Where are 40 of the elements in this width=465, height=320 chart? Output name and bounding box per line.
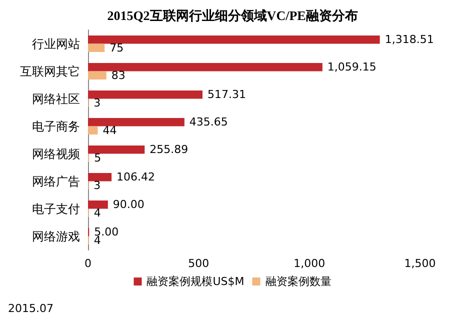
legend-label: 融资案例数量 xyxy=(265,275,332,288)
x-tick-label: 1,500 xyxy=(404,257,436,270)
y-tick-label: 网络社区 xyxy=(32,92,80,106)
data-label: 90.00 xyxy=(112,198,144,212)
x-tick-label: 0 xyxy=(84,257,92,270)
text: 2015.07 xyxy=(8,302,54,315)
data-label: 75 xyxy=(110,41,124,54)
data-label: 517.31 xyxy=(208,88,246,102)
bar xyxy=(88,36,380,44)
data-label: 4 xyxy=(94,206,101,220)
bar xyxy=(88,126,98,134)
chart-title: 2015Q2互联网行业细分领域VC/PE融资分布 xyxy=(107,8,358,23)
data-label: 44 xyxy=(102,124,117,137)
y-tick-label: 网络视频 xyxy=(32,146,80,161)
data-label: 3 xyxy=(94,96,101,110)
y-tick-label: 电子支付 xyxy=(32,202,80,216)
bar xyxy=(88,146,145,154)
data-label: 3 xyxy=(94,178,101,192)
y-tick-label: 互联网其它 xyxy=(20,64,80,78)
data-label: 435.65 xyxy=(189,116,228,129)
data-label: 106.42 xyxy=(116,170,156,184)
bar xyxy=(88,118,184,126)
bar xyxy=(88,173,112,182)
y-tick-label: 行业网站 xyxy=(32,36,80,51)
data-label: 5 xyxy=(94,151,102,164)
bar xyxy=(88,44,105,52)
bar xyxy=(88,63,322,72)
bar xyxy=(88,90,202,99)
data-label: 1,059.15 xyxy=(327,60,376,74)
legend-label: 融资案例规模US$M xyxy=(146,275,244,288)
bar xyxy=(88,200,108,209)
x-tick-label: 500 xyxy=(188,257,210,270)
data-label: 255.89 xyxy=(150,143,188,156)
data-label: 1,318.51 xyxy=(384,33,434,46)
y-tick-label: 电子商务 xyxy=(32,119,80,134)
data-label: 83 xyxy=(111,68,126,82)
x-tick-label: 1,000 xyxy=(294,257,326,270)
y-tick-label: 网络广告 xyxy=(32,174,80,188)
bar xyxy=(88,71,106,80)
y-tick-label: 网络游戏 xyxy=(32,229,80,244)
